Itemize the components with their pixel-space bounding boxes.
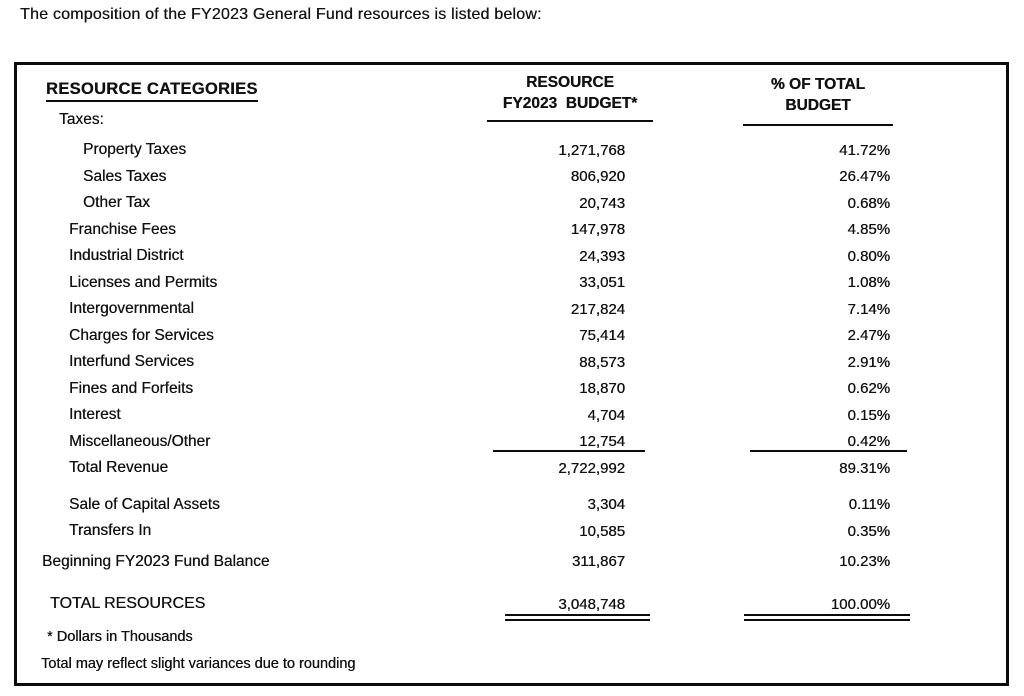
row-label: Property Taxes bbox=[83, 141, 187, 159]
row-label: Total Revenue bbox=[69, 459, 169, 477]
budget-value: 4,704 bbox=[587, 406, 625, 424]
budget-column-header: RESOURCE FY2023 BUDGET* bbox=[487, 72, 653, 122]
budget-value: 3,048,748 bbox=[397, 596, 650, 621]
pct-value: 100.00% bbox=[625, 596, 910, 621]
budget-value: 10,585 bbox=[579, 522, 625, 540]
row-label: Charges for Services bbox=[69, 326, 214, 344]
budget-value: 33,051 bbox=[579, 274, 625, 292]
budget-value: 217,824 bbox=[570, 300, 625, 318]
pct-column-header-line1: % OF TOTAL bbox=[770, 76, 866, 93]
row-label: Licenses and Permits bbox=[69, 273, 218, 291]
budget-value: 20,743 bbox=[579, 194, 625, 212]
pct-value: 26.47% bbox=[839, 168, 890, 186]
budget-column-header-line1: RESOURCE bbox=[526, 74, 614, 91]
row-label: Franchise Fees bbox=[69, 220, 176, 238]
pct-value: 0.11% bbox=[848, 496, 890, 514]
table-row: Other Tax 20,743 0.68% bbox=[17, 190, 1006, 217]
table-row: Intergovernmental 217,824 7.14% bbox=[17, 296, 1006, 323]
row-label: Sales Taxes bbox=[83, 167, 167, 185]
table-row: Sales Taxes 806,920 26.47% bbox=[17, 164, 1006, 191]
table-body: Taxes: Property Taxes 1,271,768 41.72% Sales… bbox=[17, 103, 1006, 621]
pct-value: 41.72% bbox=[839, 141, 890, 159]
pct-value: 2.47% bbox=[847, 327, 890, 345]
budget-value: 3,304 bbox=[587, 496, 625, 514]
table-row: Franchise Fees 147,978 4.85% bbox=[17, 217, 1006, 244]
budget-value: 88,573 bbox=[579, 353, 625, 371]
row-label: Miscellaneous/Other bbox=[69, 432, 211, 450]
row-label: TOTAL RESOURCES bbox=[50, 595, 206, 613]
table-row: Total Revenue 2,722,992 89.31% bbox=[17, 455, 1006, 482]
table-row: Fines and Forfeits 18,870 0.62% bbox=[17, 376, 1006, 403]
budget-column-header-line2: FY2023 BUDGET* bbox=[502, 95, 638, 112]
pct-value: 0.68% bbox=[847, 194, 890, 212]
table-header: RESOURCE CATEGORIES RESOURCE FY2023 BUDG… bbox=[17, 65, 1006, 126]
table-row: TOTAL RESOURCES 3,048,748 100.00% bbox=[17, 591, 1006, 621]
row-label: Interfund Services bbox=[69, 353, 194, 371]
pct-value: 2.91% bbox=[847, 353, 890, 371]
row-label: Sale of Capital Assets bbox=[69, 495, 220, 513]
category-column-header: RESOURCE CATEGORIES bbox=[46, 80, 258, 102]
pct-column-header: % OF TOTAL BUDGET bbox=[743, 74, 893, 126]
pct-column-header-line2: BUDGET bbox=[785, 97, 851, 114]
pct-value: 10.23% bbox=[839, 553, 890, 571]
footnote-dollars-in-thousands: * Dollars in Thousands bbox=[47, 628, 193, 645]
table-row: Interest 4,704 0.15% bbox=[17, 402, 1006, 429]
pct-value: 7.14% bbox=[847, 300, 890, 318]
table-row: Interfund Services 88,573 2.91% bbox=[17, 349, 1006, 376]
pct-value: 0.15% bbox=[847, 406, 890, 424]
table-row: Licenses and Permits 33,051 1.08% bbox=[17, 270, 1006, 297]
table-row: Beginning FY2023 Fund Balance 311,867 10.2… bbox=[17, 549, 1006, 576]
pct-value: 4.85% bbox=[847, 221, 890, 239]
budget-value: 24,393 bbox=[579, 247, 625, 265]
pct-value: 0.80% bbox=[847, 247, 890, 265]
budget-value: 18,870 bbox=[579, 380, 625, 398]
budget-value: 1,271,768 bbox=[558, 141, 625, 159]
budget-value: 147,978 bbox=[570, 221, 625, 239]
table-row: Property Taxes 1,271,768 41.72% bbox=[17, 137, 1006, 164]
row-label: Industrial District bbox=[69, 247, 184, 265]
table-row: Sale of Capital Assets 3,304 0.11% bbox=[17, 492, 1006, 519]
intro-text: The composition of the FY2023 General Fu… bbox=[20, 6, 542, 23]
row-label: Intergovernmental bbox=[69, 300, 194, 318]
pct-value: 89.31% bbox=[839, 459, 890, 477]
row-label: Fines and Forfeits bbox=[69, 379, 194, 397]
budget-value: 12,754 bbox=[397, 433, 645, 453]
pct-value: 0.35% bbox=[847, 522, 890, 540]
row-label: Beginning FY2023 Fund Balance bbox=[42, 552, 270, 570]
footnote-rounding: Total may reflect slight variances due t… bbox=[41, 655, 356, 672]
budget-value: 311,867 bbox=[571, 553, 625, 571]
table-row: Taxes: bbox=[17, 103, 1006, 137]
resources-table: RESOURCE CATEGORIES RESOURCE FY2023 BUDG… bbox=[14, 62, 1009, 686]
pct-value: 0.62% bbox=[847, 380, 890, 398]
row-label: Other Tax bbox=[83, 194, 150, 212]
pct-value: 0.42% bbox=[625, 433, 907, 453]
budget-value: 75,414 bbox=[579, 327, 625, 345]
row-label: Transfers In bbox=[69, 522, 152, 540]
pct-value: 1.08% bbox=[847, 274, 890, 292]
table-row: Charges for Services 75,414 2.47% bbox=[17, 323, 1006, 350]
row-label: Taxes: bbox=[59, 111, 104, 128]
table-row: Industrial District 24,393 0.80% bbox=[17, 243, 1006, 270]
budget-value: 806,920 bbox=[570, 168, 625, 186]
row-label: Interest bbox=[69, 406, 121, 424]
table-row: Miscellaneous/Other 12,754 0.42% bbox=[17, 429, 1006, 456]
budget-value: 2,722,992 bbox=[558, 459, 625, 477]
table-row: Transfers In 10,585 0.35% bbox=[17, 518, 1006, 545]
